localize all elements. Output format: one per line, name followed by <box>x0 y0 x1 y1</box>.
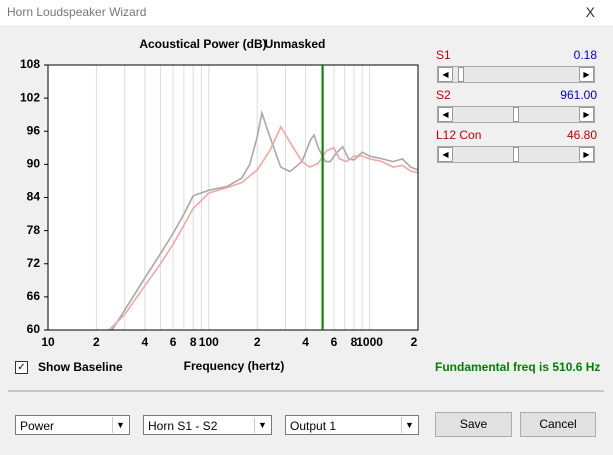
slider-right[interactable]: ▶ <box>579 67 594 82</box>
x-tick-label: 8 <box>190 335 197 349</box>
y-tick-label: 90 <box>27 157 41 171</box>
fundamental-text: Fundamental freq is 510.6 Hz <box>435 360 601 374</box>
slider-value: 961.00 <box>560 88 597 102</box>
slider-value: 0.18 <box>573 48 597 62</box>
window-title: Horn Loudspeaker Wizard <box>7 5 147 19</box>
x-tick-label: 4 <box>141 335 148 349</box>
x-tick-label: 1000 <box>356 335 383 349</box>
y-tick-label: 108 <box>20 57 40 71</box>
y-tick-label: 72 <box>27 256 41 270</box>
x-tick-label: 2 <box>93 335 100 349</box>
save-button[interactable]: Save <box>435 412 512 437</box>
x-tick-label: 6 <box>331 335 338 349</box>
slider-left[interactable]: ◀ <box>438 147 453 162</box>
x-axis-label: Frequency (hertz) <box>184 359 285 373</box>
x-tick-label: 6 <box>170 335 177 349</box>
dropdown-value: Horn S1 - S2 <box>148 419 218 433</box>
dropdown-value: Power <box>20 419 55 433</box>
chart-title: Acoustical Power (dB) <box>139 37 266 51</box>
series-line <box>108 125 418 330</box>
x-tick-label: 2 <box>254 335 261 349</box>
slider-label: S2 <box>436 88 451 102</box>
x-tick-label: 2 <box>411 335 418 349</box>
x-tick-label: 10 <box>41 335 55 349</box>
dropdown[interactable]: Power ▼ <box>15 415 130 435</box>
slider-right[interactable]: ▶ <box>579 147 594 162</box>
y-tick-label: 102 <box>20 90 40 104</box>
y-tick-label: 96 <box>27 123 41 137</box>
slider-label: S1 <box>436 48 451 62</box>
cancel-button[interactable]: Cancel <box>520 412 596 437</box>
x-tick-label: 8 <box>351 335 358 349</box>
x-tick-label: 100 <box>199 335 219 349</box>
slider-left[interactable]: ◀ <box>438 67 453 82</box>
y-tick-label: 78 <box>27 223 41 237</box>
dropdown-value: Output 1 <box>290 419 337 433</box>
x-tick-label: 4 <box>302 335 309 349</box>
chart-subtitle: Unmasked <box>265 37 326 51</box>
slider-thumb[interactable] <box>513 107 519 122</box>
slider[interactable]: ◀ ▶ <box>437 106 595 123</box>
dropdown[interactable]: Horn S1 - S2 ▼ <box>143 415 272 435</box>
checkbox[interactable]: ✓ <box>15 361 28 374</box>
slider-value: 46.80 <box>566 128 597 142</box>
checkbox-label[interactable]: Show Baseline <box>38 360 123 374</box>
close-button[interactable]: X <box>585 4 595 20</box>
slider-label: L12 Con <box>436 128 482 142</box>
dropdown[interactable]: Output 1 ▼ <box>285 415 419 435</box>
slider-right[interactable]: ▶ <box>579 107 594 122</box>
y-tick-label: 84 <box>27 190 41 204</box>
slider-thumb[interactable] <box>513 147 519 162</box>
slider[interactable]: ◀ ▶ <box>437 66 595 83</box>
y-tick-label: 66 <box>27 289 41 303</box>
plot-area <box>48 65 418 330</box>
slider[interactable]: ◀ ▶ <box>437 146 595 163</box>
slider-thumb[interactable] <box>458 67 464 82</box>
slider-left[interactable]: ◀ <box>438 107 453 122</box>
y-tick-label: 60 <box>27 322 41 336</box>
title-bar: Horn Loudspeaker Wizard X <box>0 0 613 25</box>
